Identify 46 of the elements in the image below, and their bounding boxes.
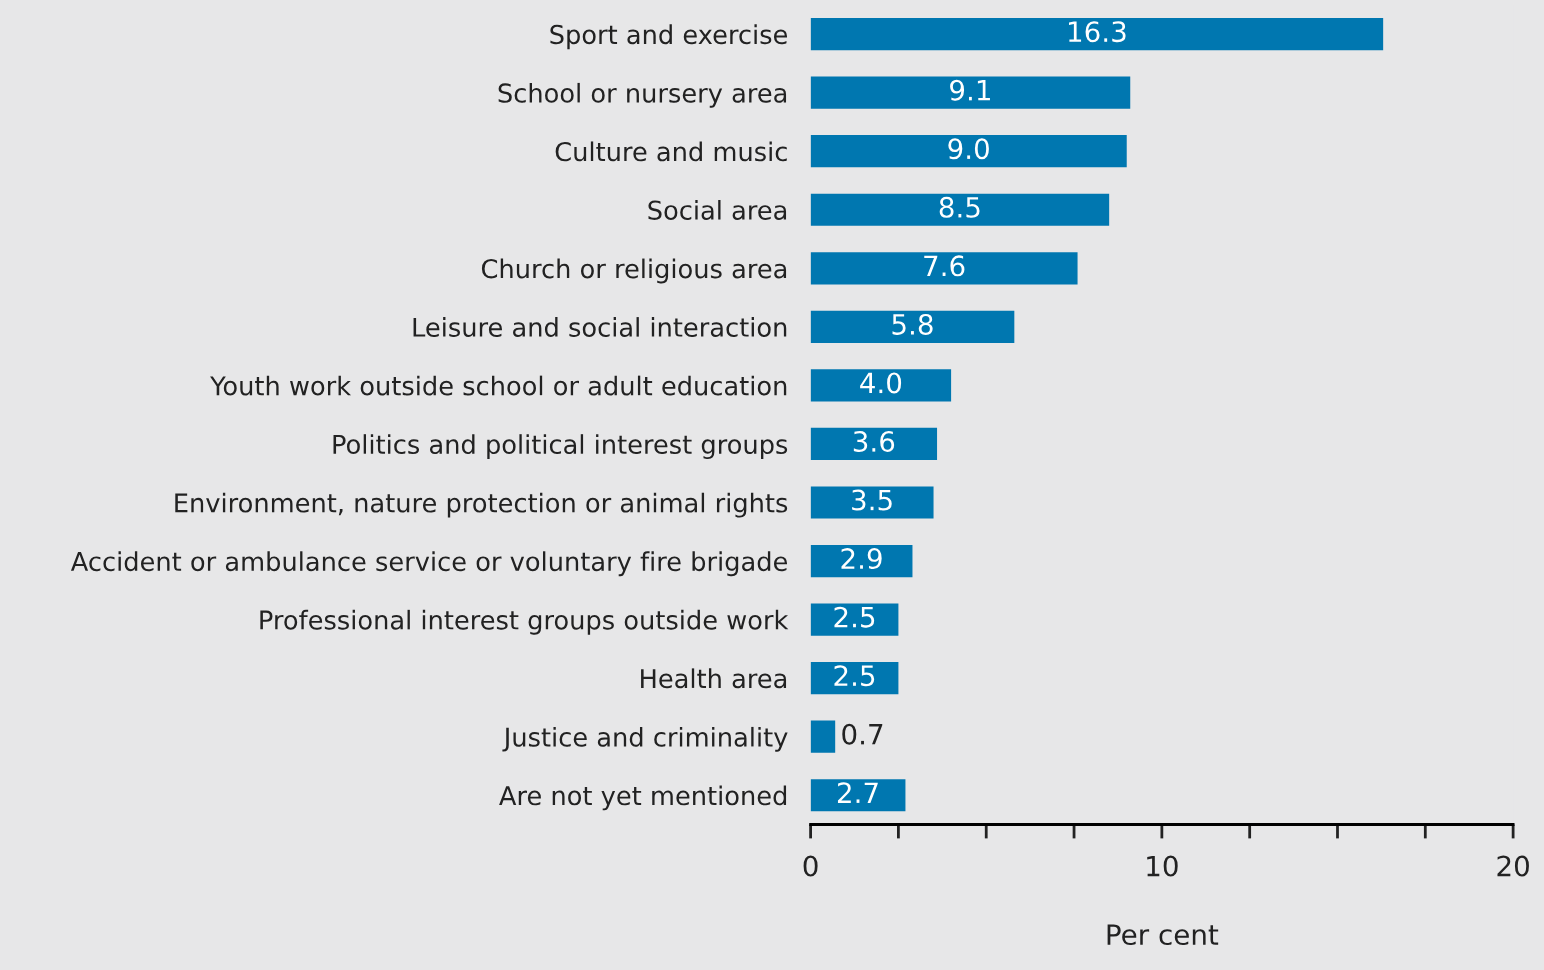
bar: [810, 369, 952, 402]
data-label: 16.3: [1069, 21, 1126, 43]
data-label: 4.0: [860, 372, 902, 394]
y-tick-label: Culture and music: [555, 141, 787, 162]
bar: [810, 486, 934, 519]
bar: [810, 427, 938, 461]
y-tick-label: Politics and political interest groups: [333, 434, 788, 460]
data-label: 2.5: [834, 665, 875, 687]
y-tick-label: Are not yet mentioned: [499, 785, 787, 811]
x-axis-title: Per cent: [1107, 924, 1219, 946]
y-tick-label: Accident or ambulance service or voluntary fire brigade: [70, 551, 787, 577]
x-tick-label: 10: [1147, 855, 1178, 877]
data-label: 2.9: [841, 548, 882, 570]
y-tick-label: Professional interest groups outside work: [260, 609, 789, 635]
data-label: 7.6: [924, 255, 965, 277]
y-tick-label: Church or religious area: [481, 258, 787, 284]
data-label: 8.5: [939, 196, 980, 218]
bar: [810, 720, 836, 753]
data-label: 3.6: [853, 431, 895, 453]
data-label: 5.8: [892, 313, 933, 335]
y-tick-label: Justice and criminality: [502, 726, 788, 752]
bar: [810, 135, 1127, 168]
data-label: 0.7: [842, 723, 883, 745]
bar: [810, 252, 1078, 285]
y-tick-label: Youth work outside school or adult education: [210, 375, 787, 396]
y-tick-label: Leisure and social interaction: [413, 317, 787, 337]
y-tick-label: Sport and exercise: [550, 24, 787, 50]
x-tick-label: 0: [803, 855, 818, 877]
bar: [810, 779, 906, 812]
data-label: 9.1: [950, 79, 990, 101]
bar: [810, 544, 913, 578]
bar: [810, 18, 1384, 51]
data-label: 9.0: [948, 138, 989, 160]
data-label: 3.5: [852, 489, 892, 511]
y-tick-label: Health area: [641, 668, 787, 689]
bar: [810, 603, 899, 636]
bar: [810, 662, 899, 695]
y-tick-label: School or nursery area: [498, 82, 787, 108]
bar: [810, 193, 1110, 226]
bar: [810, 76, 1131, 109]
bar: [810, 310, 1015, 343]
x-tick-label: 20: [1497, 855, 1529, 877]
data-label: 2.5: [834, 606, 875, 628]
data-label: 2.7: [837, 782, 878, 803]
y-tick-label: Environment, nature protection or animal rights: [175, 492, 788, 518]
y-tick-label: Social area: [648, 200, 787, 220]
